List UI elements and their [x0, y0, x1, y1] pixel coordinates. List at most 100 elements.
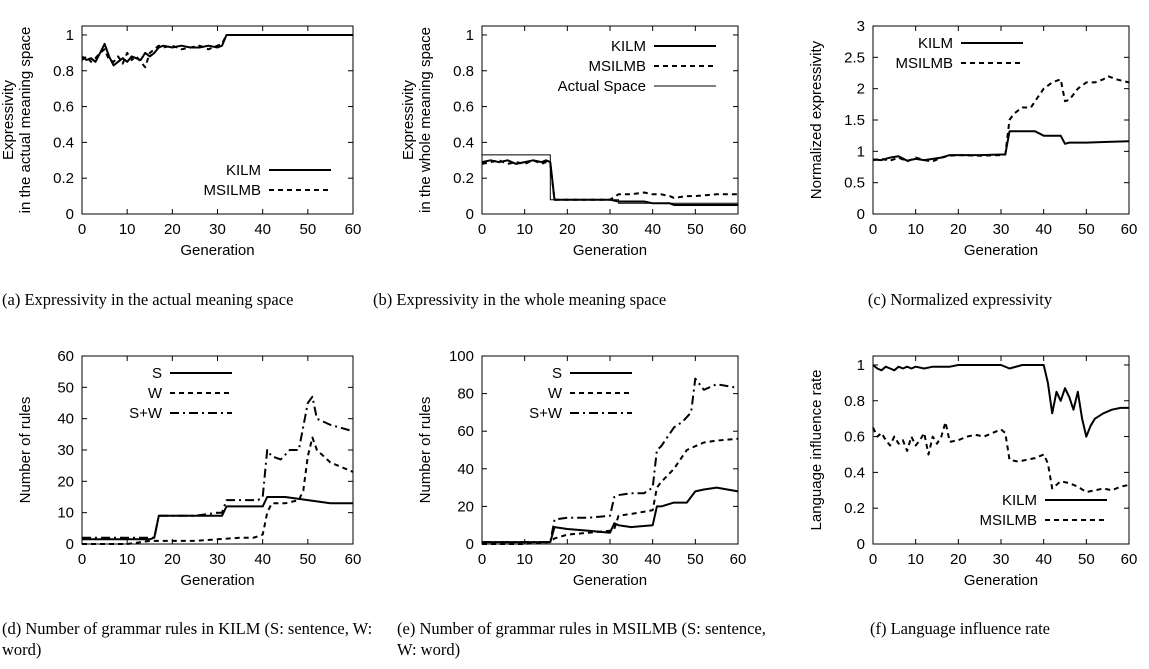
series-line-w	[82, 436, 354, 545]
x-tick-label: 10	[119, 551, 136, 568]
series-line-s-w	[482, 377, 739, 544]
x-tick-label: 50	[1078, 551, 1095, 568]
series-line-kilm	[872, 130, 1130, 162]
x-tick-label: 10	[119, 221, 136, 238]
x-tick-label: 40	[254, 221, 271, 238]
legend-label: MSILMB	[588, 58, 646, 75]
x-axis-label: Generation	[180, 242, 254, 259]
y-axis-label: Expressivity	[400, 79, 417, 160]
y-tick-label: 3	[857, 18, 865, 35]
y-tick-label: 40	[57, 411, 74, 428]
chart-d: 0 10 20 30 40 50 60 0 10 20 30 40 50 60 Generation Numb…	[17, 348, 361, 589]
x-tick-label: 60	[1121, 551, 1138, 568]
x-tick-label: 30	[209, 551, 226, 568]
y-axis-label: Expressivity	[0, 79, 17, 160]
y-tick-label: 50	[57, 379, 74, 396]
y-tick-label: 10	[57, 505, 74, 522]
series-line-s	[82, 496, 353, 541]
y-tick-label: 0.5	[844, 175, 865, 192]
x-axis-label: Generation	[573, 572, 647, 589]
legend-label: KILM	[226, 162, 261, 179]
x-tick-label: 0	[869, 221, 877, 238]
y-axis-label: Language influence rate	[808, 370, 825, 531]
legend-label: KILM	[611, 38, 646, 55]
x-tick-label: 20	[164, 221, 181, 238]
x-tick-label: 40	[644, 551, 661, 568]
series-line-kilm	[81, 34, 353, 67]
legend-label: MSILMB	[979, 512, 1037, 529]
y-tick-label: 1	[466, 27, 474, 44]
y-tick-label: 0.8	[53, 63, 74, 80]
x-tick-label: 10	[516, 551, 533, 568]
x-tick-label: 60	[345, 551, 362, 568]
series-line-msilmb	[81, 34, 353, 69]
x-tick-label: 10	[907, 221, 924, 238]
y-tick-label: 20	[57, 473, 74, 490]
y-tick-label: 0	[466, 536, 474, 553]
x-axis-label: Generation	[180, 572, 254, 589]
x-tick-label: 20	[164, 551, 181, 568]
chart-f: 0 10 20 30 40 50 60 0 0.2 0.4 0.6 0.8 1 Generation Lan…	[808, 355, 1138, 589]
x-tick-label: 0	[78, 551, 86, 568]
x-tick-label: 0	[78, 221, 86, 238]
y-tick-label: 0	[466, 206, 474, 223]
y-tick-label: 0.6	[453, 99, 474, 116]
legend-label: KILM	[918, 35, 953, 52]
x-tick-label: 0	[869, 551, 877, 568]
legend-label: S	[552, 365, 562, 382]
series-line-actual-space	[482, 154, 738, 204]
legend-label: Actual Space	[558, 78, 646, 95]
x-tick-label: 20	[950, 551, 967, 568]
x-tick-label: 40	[644, 221, 661, 238]
y-tick-label: 1	[66, 27, 74, 44]
x-tick-label: 30	[602, 221, 619, 238]
x-tick-label: 60	[730, 551, 747, 568]
x-tick-label: 50	[687, 551, 704, 568]
caption-d: (d) Number of grammar rules in KILM (S: …	[2, 619, 373, 659]
x-tick-label: 30	[993, 551, 1010, 568]
series-line-kilm	[481, 159, 738, 206]
caption-a: (a) Expressivity in the actual meaning s…	[2, 290, 294, 309]
x-tick-label: 10	[907, 551, 924, 568]
legend-label: W	[548, 385, 563, 402]
x-tick-label: 60	[345, 221, 362, 238]
y-tick-label: 0	[66, 536, 74, 553]
y-axis-label: in the whole meaning space	[417, 27, 434, 213]
y-tick-label: 20	[457, 498, 474, 515]
y-axis-label: Number of rules	[17, 397, 34, 504]
x-tick-label: 30	[993, 221, 1010, 238]
legend-label: MSILMB	[895, 55, 953, 72]
legend-label: S+W	[129, 405, 163, 422]
y-tick-label: 0.4	[53, 134, 74, 151]
x-tick-label: 50	[687, 221, 704, 238]
y-tick-label: 0.8	[844, 393, 865, 410]
y-tick-label: 40	[457, 461, 474, 478]
y-tick-label: 60	[457, 423, 474, 440]
y-tick-label: 0.2	[844, 500, 865, 517]
series-line-kilm	[872, 364, 1129, 438]
caption-b: (b) Expressivity in the whole meaning sp…	[373, 290, 667, 309]
series-line-msilmb	[872, 75, 1130, 163]
y-tick-label: 2	[857, 81, 865, 98]
x-tick-label: 50	[299, 551, 316, 568]
chart-c: 0 10 20 30 40 50 60 0 0.5 1 1.5 2 2.5 3 Generation Norm…	[808, 18, 1137, 259]
caption-c: (c) Normalized expressivity	[867, 290, 1053, 309]
x-axis-label: Generation	[964, 572, 1038, 589]
x-tick-label: 40	[1035, 221, 1052, 238]
x-tick-label: 0	[478, 221, 486, 238]
y-tick-label: 100	[449, 348, 474, 365]
x-tick-label: 0	[478, 551, 486, 568]
x-tick-label: 60	[730, 221, 747, 238]
chart-e: 0 10 20 30 40 50 60 0 20 40 60 80 100 Generation Numbe…	[417, 348, 746, 589]
caption-f: (f) Language influence rate	[869, 619, 1051, 638]
y-axis-label: Normalized expressivity	[808, 40, 825, 199]
chart-a: 0 10 20 30 40 50 60 0 0.2 0.4 0.6 0.8 1 Generation Exp…	[0, 25, 362, 259]
y-tick-label: 60	[57, 348, 74, 365]
legend-label: S	[152, 365, 162, 382]
x-tick-label: 40	[1035, 551, 1052, 568]
legend-label: KILM	[1002, 492, 1037, 509]
x-tick-label: 20	[559, 551, 576, 568]
y-tick-label: 0	[66, 206, 74, 223]
y-tick-label: 2.5	[844, 49, 865, 66]
